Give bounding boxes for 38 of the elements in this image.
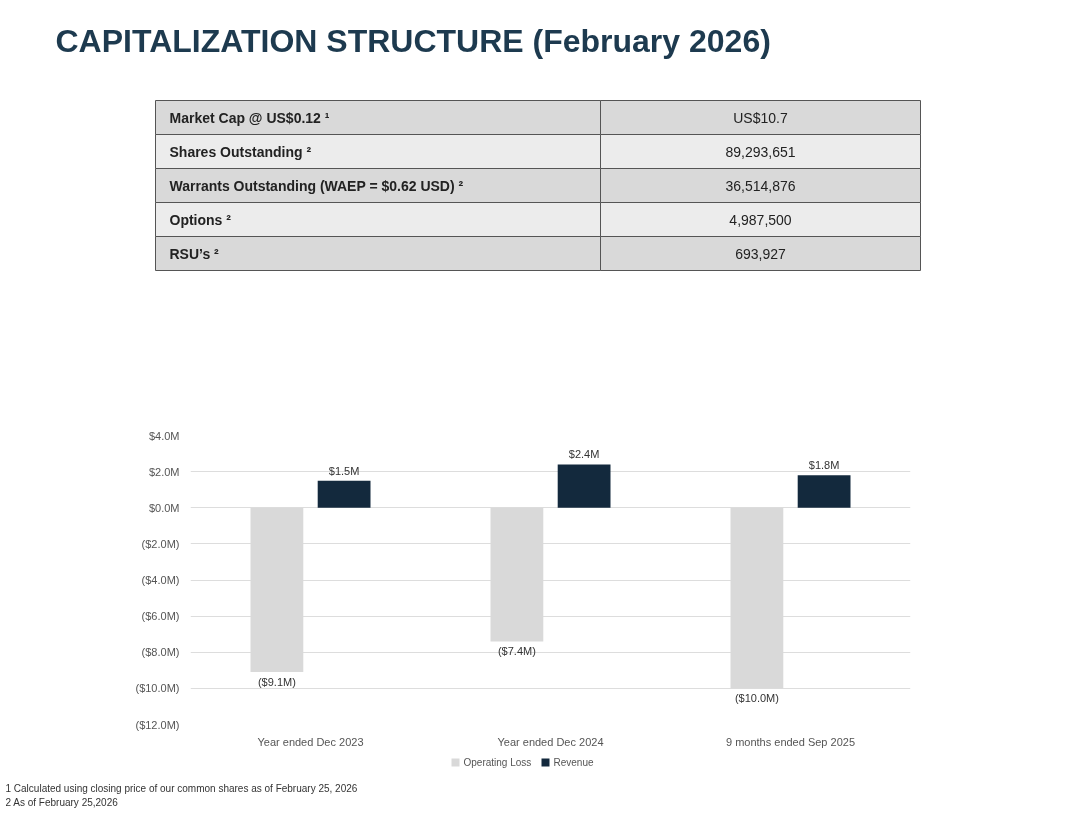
- y-tick-label: $0.0M: [148, 501, 180, 514]
- bar: [557, 464, 611, 508]
- data-label: ($10.0M): [734, 692, 779, 705]
- y-tick-label: ($10.0M): [135, 682, 180, 695]
- text: Options ²: [169, 211, 232, 228]
- legend-label: Revenue: [553, 757, 594, 768]
- y-tick-label: ($2.0M): [141, 537, 180, 550]
- text: RSU’s ²: [169, 245, 220, 262]
- text: 1 Calculated using closing price of our common shares as of February 25, 2026: [5, 782, 358, 794]
- bar: [317, 480, 371, 508]
- text: 4,987,500: [729, 211, 792, 228]
- data-label: $2.4M: [568, 448, 600, 461]
- y-tick-label: ($4.0M): [141, 574, 180, 586]
- y-tick-label: ($12.0M): [135, 718, 180, 731]
- x-tick-label: 9 months ended Sep 2025: [725, 735, 856, 748]
- text: 693,927: [735, 245, 787, 262]
- text: CAPITALIZATION STRUCTURE (February 2026): [55, 22, 771, 59]
- text: 2 As of February 25,2026: [5, 796, 119, 808]
- y-tick-label: ($8.0M): [141, 646, 180, 659]
- x-tick-label: Year ended Dec 2023: [257, 735, 364, 748]
- data-label: ($9.1M): [257, 676, 296, 689]
- y-tick-label: ($6.0M): [141, 610, 180, 623]
- y-tick-label: $2.0M: [148, 465, 180, 478]
- text: 89,293,651: [725, 143, 796, 160]
- text: Shares Outstanding ²: [169, 143, 312, 160]
- legend-label: Operating Loss: [463, 757, 532, 768]
- data-label: $1.8M: [808, 459, 840, 472]
- text: Market Cap @ US$0.12 ¹: [169, 109, 330, 126]
- text: Warrants Outstanding (WAEP = $0.62 USD) ²: [169, 177, 464, 194]
- data-label: $1.5M: [328, 464, 360, 477]
- bar: [490, 507, 544, 642]
- y-tick-label: $4.0M: [148, 429, 180, 442]
- text: US$10.7: [733, 109, 788, 126]
- bar: [250, 507, 304, 673]
- data-label: ($7.4M): [497, 645, 536, 658]
- bar: [797, 475, 851, 508]
- text: 36,514,876: [725, 177, 796, 194]
- x-tick-label: Year ended Dec 2024: [497, 735, 604, 748]
